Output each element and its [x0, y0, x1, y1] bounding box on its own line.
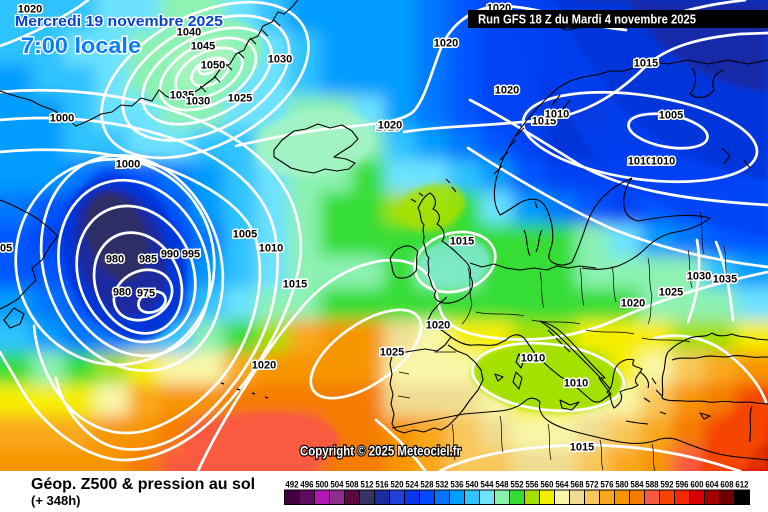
svg-text:588: 588 — [645, 480, 658, 490]
svg-text:552: 552 — [510, 480, 523, 490]
svg-text:1015: 1015 — [634, 58, 658, 70]
svg-text:492: 492 — [285, 480, 298, 490]
svg-text:1020: 1020 — [434, 38, 458, 50]
svg-text:990: 990 — [161, 249, 179, 261]
svg-text:1020: 1020 — [495, 85, 519, 97]
svg-text:1035: 1035 — [170, 90, 194, 102]
svg-text:1045: 1045 — [191, 41, 215, 53]
svg-text:980: 980 — [113, 287, 131, 299]
svg-text:1000: 1000 — [116, 159, 140, 171]
svg-text:1020: 1020 — [378, 120, 402, 132]
svg-text:520: 520 — [390, 480, 403, 490]
svg-text:556: 556 — [525, 480, 538, 490]
svg-text:1020: 1020 — [376, 122, 400, 134]
svg-text:1025: 1025 — [659, 287, 683, 299]
svg-text:544: 544 — [480, 480, 493, 490]
svg-text:548: 548 — [495, 480, 508, 490]
svg-text:1000: 1000 — [50, 113, 74, 125]
svg-text:600: 600 — [690, 480, 703, 490]
svg-text:1025: 1025 — [228, 93, 252, 105]
svg-text:564: 564 — [555, 480, 568, 490]
svg-text:612: 612 — [735, 480, 748, 490]
svg-text:508: 508 — [345, 480, 358, 490]
svg-text:576: 576 — [600, 480, 613, 490]
svg-text:1010: 1010 — [564, 378, 588, 390]
svg-text:1010: 1010 — [521, 353, 545, 365]
svg-text:1010: 1010 — [628, 156, 652, 168]
svg-text:1015: 1015 — [450, 236, 474, 248]
svg-text:504: 504 — [330, 480, 343, 490]
svg-text:596: 596 — [675, 480, 688, 490]
svg-text:568: 568 — [570, 480, 583, 490]
svg-text:1015: 1015 — [532, 116, 556, 128]
svg-text:540: 540 — [465, 480, 478, 490]
svg-text:604: 604 — [705, 480, 718, 490]
svg-text:608: 608 — [720, 480, 733, 490]
svg-text:592: 592 — [660, 480, 673, 490]
svg-text:980: 980 — [106, 254, 124, 266]
svg-text:(+ 348h): (+ 348h) — [31, 493, 81, 508]
svg-text:1020: 1020 — [252, 360, 276, 372]
svg-text:Copyright © 2025 Meteociel.fr: Copyright © 2025 Meteociel.fr — [300, 444, 462, 459]
svg-text:528: 528 — [420, 480, 433, 490]
svg-text:Run GFS 18 Z du Mardi 4 novemb: Run GFS 18 Z du Mardi 4 novembre 2025 — [478, 12, 696, 27]
svg-text:1005: 1005 — [659, 110, 683, 122]
svg-text:1030: 1030 — [687, 271, 711, 283]
svg-text:Géop. Z500 & pression au sol: Géop. Z500 & pression au sol — [31, 476, 255, 493]
svg-text:560: 560 — [540, 480, 553, 490]
svg-text:516: 516 — [375, 480, 388, 490]
svg-text:Mercredi 19 novembre 2025: Mercredi 19 novembre 2025 — [15, 13, 223, 30]
svg-text:1030: 1030 — [268, 54, 292, 66]
svg-text:496: 496 — [300, 480, 313, 490]
svg-text:1040: 1040 — [177, 27, 201, 39]
svg-text:7:00 locale: 7:00 locale — [21, 33, 141, 58]
svg-text:1020: 1020 — [18, 4, 42, 16]
svg-text:1010: 1010 — [545, 109, 569, 121]
svg-text:1010: 1010 — [259, 243, 283, 255]
svg-text:975: 975 — [137, 288, 155, 300]
svg-text:1005: 1005 — [0, 243, 12, 255]
svg-text:1035: 1035 — [713, 274, 737, 286]
svg-text:532: 532 — [435, 480, 448, 490]
svg-text:524: 524 — [405, 480, 418, 490]
svg-text:985: 985 — [139, 254, 157, 266]
svg-text:995: 995 — [182, 249, 200, 261]
svg-text:1010: 1010 — [651, 156, 675, 168]
svg-text:1020: 1020 — [621, 298, 645, 310]
svg-text:572: 572 — [585, 480, 598, 490]
svg-text:1005: 1005 — [233, 229, 257, 241]
svg-text:512: 512 — [360, 480, 373, 490]
svg-text:1050: 1050 — [201, 60, 225, 72]
svg-text:1020: 1020 — [426, 320, 450, 332]
svg-text:1030: 1030 — [186, 96, 210, 108]
svg-text:580: 580 — [615, 480, 628, 490]
svg-text:1025: 1025 — [380, 347, 404, 359]
svg-text:1015: 1015 — [570, 442, 594, 454]
svg-text:536: 536 — [450, 480, 463, 490]
svg-text:1015: 1015 — [283, 279, 307, 291]
svg-text:500: 500 — [315, 480, 328, 490]
svg-text:584: 584 — [630, 480, 643, 490]
